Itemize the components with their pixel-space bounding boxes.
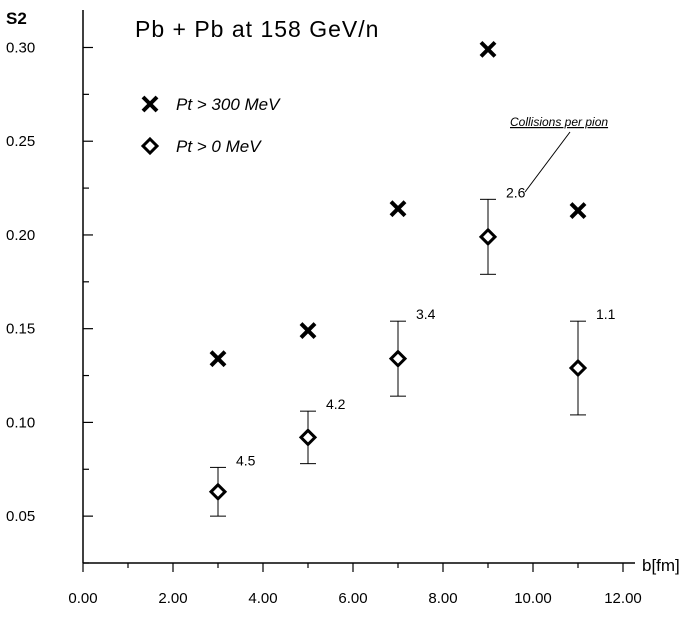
data-label: 3.4 bbox=[416, 306, 436, 322]
legend-label-pt0: Pt > 0 MeV bbox=[176, 137, 262, 156]
diamond-point bbox=[478, 227, 498, 246]
x-tick-label: 0.00 bbox=[68, 590, 97, 607]
data-label: 2.6 bbox=[506, 184, 526, 200]
chart-title: Pb + Pb at 158 GeV/n bbox=[135, 16, 379, 42]
legend-diamond-marker bbox=[140, 136, 160, 156]
cross-stroke bbox=[299, 322, 317, 339]
x-tick-label: 4.00 bbox=[248, 590, 277, 607]
x-tick-label: 12.00 bbox=[604, 590, 642, 607]
diamond-point bbox=[208, 482, 228, 501]
cross-point bbox=[299, 322, 317, 339]
diamond-point bbox=[568, 358, 588, 378]
data-label: 1.1 bbox=[596, 306, 616, 322]
ticks: 0.00 2.00 4.00 6.00 8.00 10.00 12.00 0.05 0.10 0.… bbox=[6, 39, 642, 607]
annotation-text: Collisions per pion bbox=[510, 115, 608, 129]
x-axis-title: b[fm] bbox=[642, 556, 680, 575]
cross-stroke bbox=[389, 200, 407, 218]
cross-stroke bbox=[479, 40, 497, 58]
y-tick-label: 0.25 bbox=[6, 133, 35, 150]
annotation: Collisions per pion bbox=[510, 115, 608, 193]
y-tick-label: 0.15 bbox=[6, 321, 35, 338]
y-tick-label: 0.10 bbox=[6, 414, 35, 431]
cross-stroke bbox=[209, 350, 227, 368]
cross-point bbox=[209, 350, 227, 368]
marks: 4.5 4.2 3.4 2.6 1.1 bbox=[208, 40, 616, 517]
axes bbox=[82, 10, 635, 564]
data-label: 4.5 bbox=[236, 452, 256, 468]
x-tick-label: 2.00 bbox=[158, 590, 187, 607]
legend-label-pt300: Pt > 300 MeV bbox=[176, 95, 281, 114]
diamond-point bbox=[298, 428, 318, 447]
cross-point bbox=[389, 200, 407, 218]
data-label: 4.2 bbox=[326, 396, 346, 412]
y-tick-label: 0.20 bbox=[6, 227, 35, 244]
diamond-point bbox=[388, 349, 408, 368]
x-tick-label: 8.00 bbox=[428, 590, 457, 607]
x-tick-label: 6.00 bbox=[338, 590, 367, 607]
y-axis-title: S2 bbox=[6, 9, 27, 28]
cross-point bbox=[479, 40, 497, 58]
cross-stroke bbox=[569, 202, 587, 219]
x-tick-label: 10.00 bbox=[514, 590, 552, 607]
annotation-leader bbox=[524, 131, 571, 193]
legend-cross-marker bbox=[141, 95, 159, 113]
legend: Pt > 300 MeV Pt > 0 MeV bbox=[140, 95, 281, 156]
y-tick-label: 0.30 bbox=[6, 39, 35, 56]
y-tick-label: 0.05 bbox=[6, 508, 35, 525]
cross-point bbox=[569, 202, 587, 219]
